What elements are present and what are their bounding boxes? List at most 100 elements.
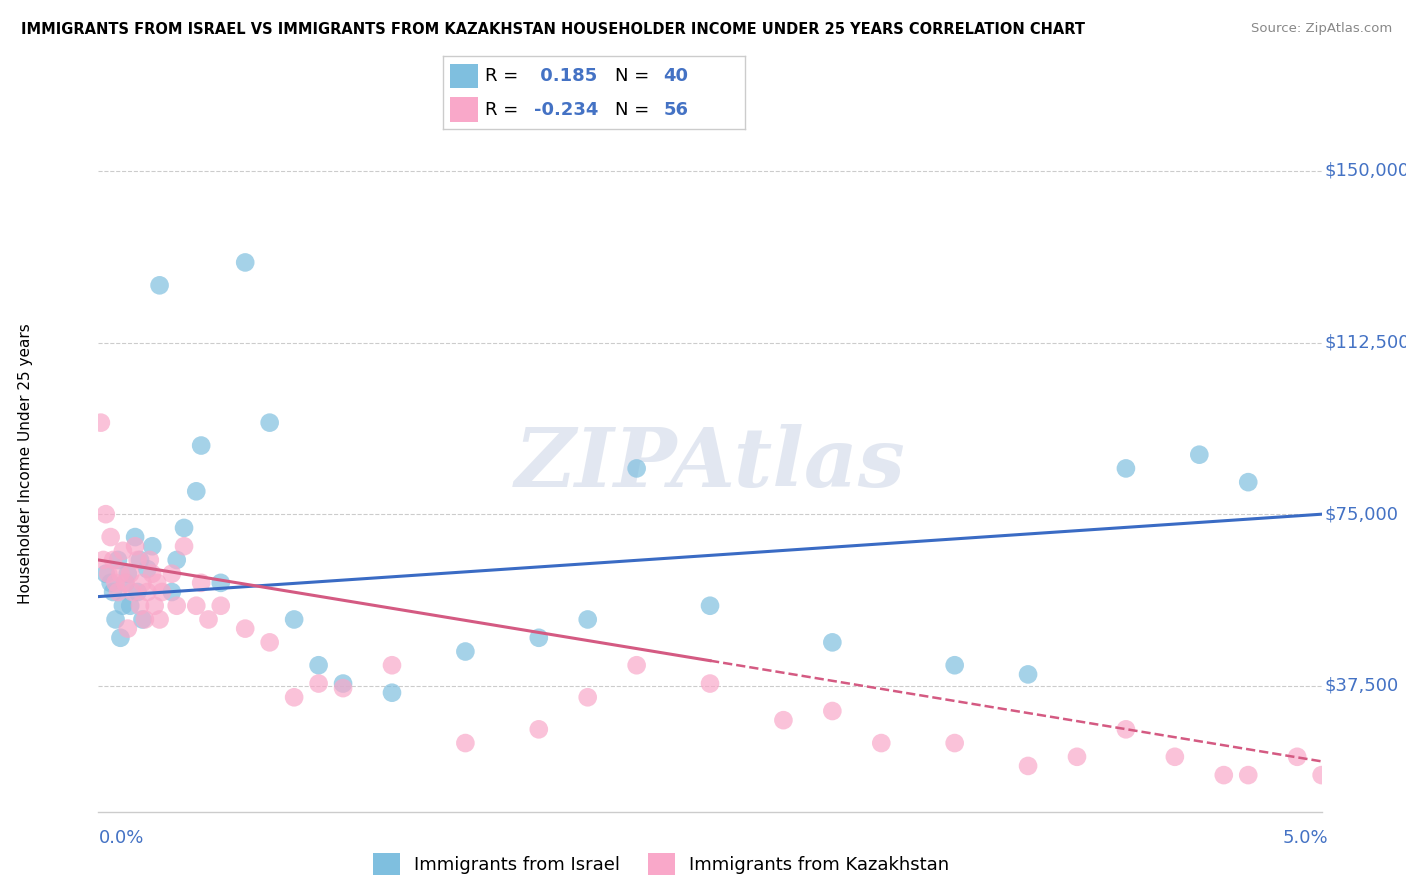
Point	[870, 736, 893, 750]
Point	[139, 553, 162, 567]
Point	[160, 585, 183, 599]
Text: 56: 56	[664, 101, 689, 119]
Point	[90, 416, 112, 430]
Point	[117, 622, 139, 636]
Point	[381, 686, 404, 700]
Point	[233, 622, 256, 636]
Point	[129, 553, 152, 567]
Point	[129, 599, 152, 613]
Point	[1237, 768, 1260, 782]
Point	[110, 631, 132, 645]
Text: $112,500: $112,500	[1324, 334, 1406, 351]
Point	[131, 612, 153, 626]
Point	[101, 553, 124, 567]
Point	[209, 599, 232, 613]
Point	[1286, 749, 1309, 764]
Point	[943, 736, 966, 750]
Text: $150,000: $150,000	[1324, 161, 1406, 180]
Point	[114, 575, 136, 590]
Point	[107, 553, 129, 567]
Point	[454, 736, 477, 750]
Text: $37,500: $37,500	[1324, 677, 1399, 695]
Point	[127, 585, 149, 599]
Point	[121, 585, 143, 599]
Point	[160, 566, 183, 581]
Point	[259, 416, 281, 430]
Point	[259, 635, 281, 649]
Text: 0.0%: 0.0%	[98, 829, 143, 847]
Point	[233, 255, 256, 269]
Point	[104, 612, 127, 626]
Point	[110, 566, 132, 581]
Point	[117, 566, 139, 581]
Point	[149, 612, 172, 626]
Point	[120, 566, 142, 581]
Point	[1164, 749, 1187, 764]
Point	[308, 676, 330, 690]
Point	[166, 599, 188, 613]
Point	[332, 681, 354, 695]
Point	[120, 599, 142, 613]
Point	[173, 539, 195, 553]
Point	[111, 599, 134, 613]
Point	[626, 658, 648, 673]
Point	[699, 599, 721, 613]
Point	[186, 599, 208, 613]
Text: Householder Income Under 25 years: Householder Income Under 25 years	[18, 324, 32, 604]
Point	[131, 575, 153, 590]
Point	[527, 631, 550, 645]
Point	[149, 278, 172, 293]
Point	[100, 530, 122, 544]
Point	[190, 575, 212, 590]
Text: Source: ZipAtlas.com: Source: ZipAtlas.com	[1251, 22, 1392, 36]
Point	[100, 575, 122, 590]
Point	[1237, 475, 1260, 490]
Point	[576, 612, 599, 626]
Point	[332, 676, 354, 690]
Point	[1310, 768, 1333, 782]
FancyBboxPatch shape	[450, 63, 478, 88]
Point	[134, 612, 156, 626]
Text: R =: R =	[485, 67, 519, 85]
Point	[527, 723, 550, 737]
Point	[1115, 461, 1137, 475]
Point	[209, 575, 232, 590]
Point	[1017, 759, 1039, 773]
Point	[197, 612, 219, 626]
Point	[699, 676, 721, 690]
Text: 40: 40	[664, 67, 689, 85]
Point	[136, 562, 159, 576]
Point	[127, 553, 149, 567]
FancyBboxPatch shape	[450, 97, 478, 122]
Text: ZIPAtlas: ZIPAtlas	[515, 424, 905, 504]
Point	[1212, 768, 1234, 782]
Text: N =: N =	[616, 101, 650, 119]
Point	[283, 612, 305, 626]
Point	[124, 539, 146, 553]
Point	[308, 658, 330, 673]
Point	[143, 599, 166, 613]
Point	[124, 530, 146, 544]
Point	[114, 575, 136, 590]
Point	[1188, 448, 1211, 462]
Point	[141, 539, 163, 553]
Text: 5.0%: 5.0%	[1284, 829, 1329, 847]
Point	[94, 566, 117, 581]
Text: $75,000: $75,000	[1324, 505, 1398, 524]
Point	[107, 585, 129, 599]
Point	[1066, 749, 1088, 764]
Point	[190, 438, 212, 452]
Point	[111, 543, 134, 558]
Text: R =: R =	[485, 101, 519, 119]
Text: N =: N =	[616, 67, 650, 85]
Point	[173, 521, 195, 535]
Point	[821, 704, 844, 718]
Text: 0.185: 0.185	[534, 67, 596, 85]
Point	[141, 566, 163, 581]
Point	[576, 690, 599, 705]
Point	[101, 585, 124, 599]
Legend: Immigrants from Israel, Immigrants from Kazakhstan: Immigrants from Israel, Immigrants from …	[366, 847, 956, 883]
Text: IMMIGRANTS FROM ISRAEL VS IMMIGRANTS FROM KAZAKHSTAN HOUSEHOLDER INCOME UNDER 25: IMMIGRANTS FROM ISRAEL VS IMMIGRANTS FRO…	[21, 22, 1085, 37]
Point	[772, 713, 794, 727]
Point	[136, 585, 159, 599]
